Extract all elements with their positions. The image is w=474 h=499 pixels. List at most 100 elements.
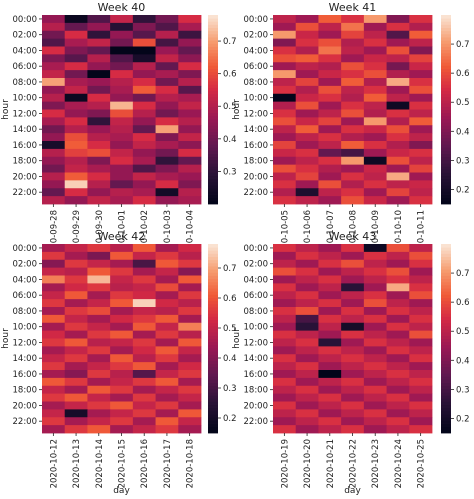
heatmap-cell <box>87 425 111 434</box>
heatmap-cell <box>341 299 365 308</box>
heatmap-cell <box>64 362 88 371</box>
y-axis-label: hour <box>232 99 242 120</box>
colorbar-segment <box>441 335 451 339</box>
heatmap-cell <box>295 385 319 395</box>
x-tick-label: 2020-10-24 <box>394 439 404 488</box>
y-tick-label: 06:00 <box>13 291 38 301</box>
heatmap-cell <box>87 330 111 339</box>
heatmap-cell <box>273 377 297 387</box>
heatmap-cell <box>155 125 179 134</box>
heatmap-cell <box>178 93 202 103</box>
heatmap-cell <box>341 196 365 205</box>
heatmap-cell <box>363 385 387 395</box>
x-tick-label: 0-09-30 <box>95 210 105 243</box>
colorbar-segment <box>208 244 218 248</box>
heatmap-cell <box>318 307 342 316</box>
colorbar-segment <box>208 247 218 251</box>
heatmap-cell <box>341 38 365 47</box>
colorbar-segment <box>441 360 451 365</box>
heatmap-cell <box>273 314 297 324</box>
colorbar-segment <box>441 281 451 286</box>
colorbar-segment <box>441 90 451 95</box>
heatmap-cell <box>318 109 342 118</box>
y-tick-label: 22:00 <box>244 417 269 427</box>
heatmap-cell <box>341 401 365 410</box>
colorbar-segment <box>208 414 218 418</box>
heatmap-cell <box>318 38 342 47</box>
colorbar-segment <box>208 423 218 428</box>
heatmap-cell <box>87 133 111 142</box>
heatmap-cell <box>409 38 433 47</box>
colorbar-segment <box>441 175 451 180</box>
heatmap-cell <box>341 125 365 134</box>
heatmap-cell <box>295 307 319 316</box>
heatmap-cell <box>87 148 111 158</box>
heatmap-cell <box>386 164 410 173</box>
colorbar-segment <box>441 68 451 73</box>
heatmap-cell <box>132 354 156 363</box>
heatmap-cell <box>409 15 433 24</box>
heatmap-cell <box>318 180 342 189</box>
colorbar-segment <box>441 253 451 257</box>
heatmap-cell <box>64 141 88 150</box>
heatmap-cell <box>386 283 410 292</box>
heatmap-cell <box>64 62 88 71</box>
heatmap-cell <box>409 109 433 118</box>
heatmap-cell <box>87 307 111 316</box>
heatmap-cell <box>318 164 342 173</box>
colorbar-segment <box>208 78 218 82</box>
heatmap-cell <box>386 307 410 316</box>
heatmap-cell <box>363 291 387 300</box>
heatmap-cell <box>87 46 111 55</box>
colorbar-segment <box>441 329 451 333</box>
colorbar-segment <box>441 262 451 267</box>
heatmap-cell <box>87 85 111 95</box>
colorbar-segment <box>441 366 451 371</box>
heatmap-cell <box>110 93 134 103</box>
heatmap-cell <box>132 15 156 24</box>
y-tick-label: 12:00 <box>13 109 38 119</box>
heatmap-cell <box>110 62 134 71</box>
heatmap-cell <box>273 54 297 63</box>
heatmap-cell <box>178 259 202 269</box>
colorbar-segment <box>441 307 451 311</box>
heatmap-cell <box>132 307 156 316</box>
heatmap-cell <box>87 30 111 40</box>
heatmap-cell <box>87 259 111 269</box>
y-tick-label: 12:00 <box>244 109 269 119</box>
heatmap-cell <box>318 156 342 166</box>
colorbar-segment <box>441 62 451 66</box>
heatmap-cell <box>87 244 111 253</box>
heatmap-cell <box>318 125 342 134</box>
colorbar-segment <box>208 197 218 202</box>
heatmap-cell <box>386 251 410 261</box>
heatmap-cell <box>155 109 179 118</box>
heatmap-cell <box>178 322 202 332</box>
heatmap-cell <box>178 338 202 347</box>
heatmap-cell <box>273 267 297 276</box>
heatmap-cell <box>409 54 433 63</box>
heatmap-cell <box>155 62 179 71</box>
heatmap-cell <box>386 15 410 24</box>
heatmap-cell <box>363 188 387 197</box>
heatmap-cell <box>386 78 410 87</box>
heatmap-cell <box>64 46 88 55</box>
heatmap-cell <box>178 70 202 79</box>
heatmap-cell <box>295 22 319 32</box>
colorbar-segment <box>208 347 218 352</box>
x-tick-label: 2020-10-15 <box>118 439 128 488</box>
heatmap-cell <box>295 267 319 276</box>
heatmap-cell <box>409 370 433 379</box>
heatmap-cell <box>64 267 88 276</box>
heatmap-cell <box>42 401 66 410</box>
heatmap-cell <box>341 283 365 292</box>
heatmap-cell <box>318 251 342 261</box>
heatmap-cell <box>273 385 297 395</box>
heatmap-cell <box>363 109 387 118</box>
heatmap-cell <box>155 38 179 47</box>
heatmap-cell <box>363 133 387 142</box>
heatmap-cell <box>295 196 319 205</box>
heatmap-cell <box>42 109 66 118</box>
heatmap-cell <box>341 70 365 79</box>
heatmap-cell <box>42 251 66 261</box>
